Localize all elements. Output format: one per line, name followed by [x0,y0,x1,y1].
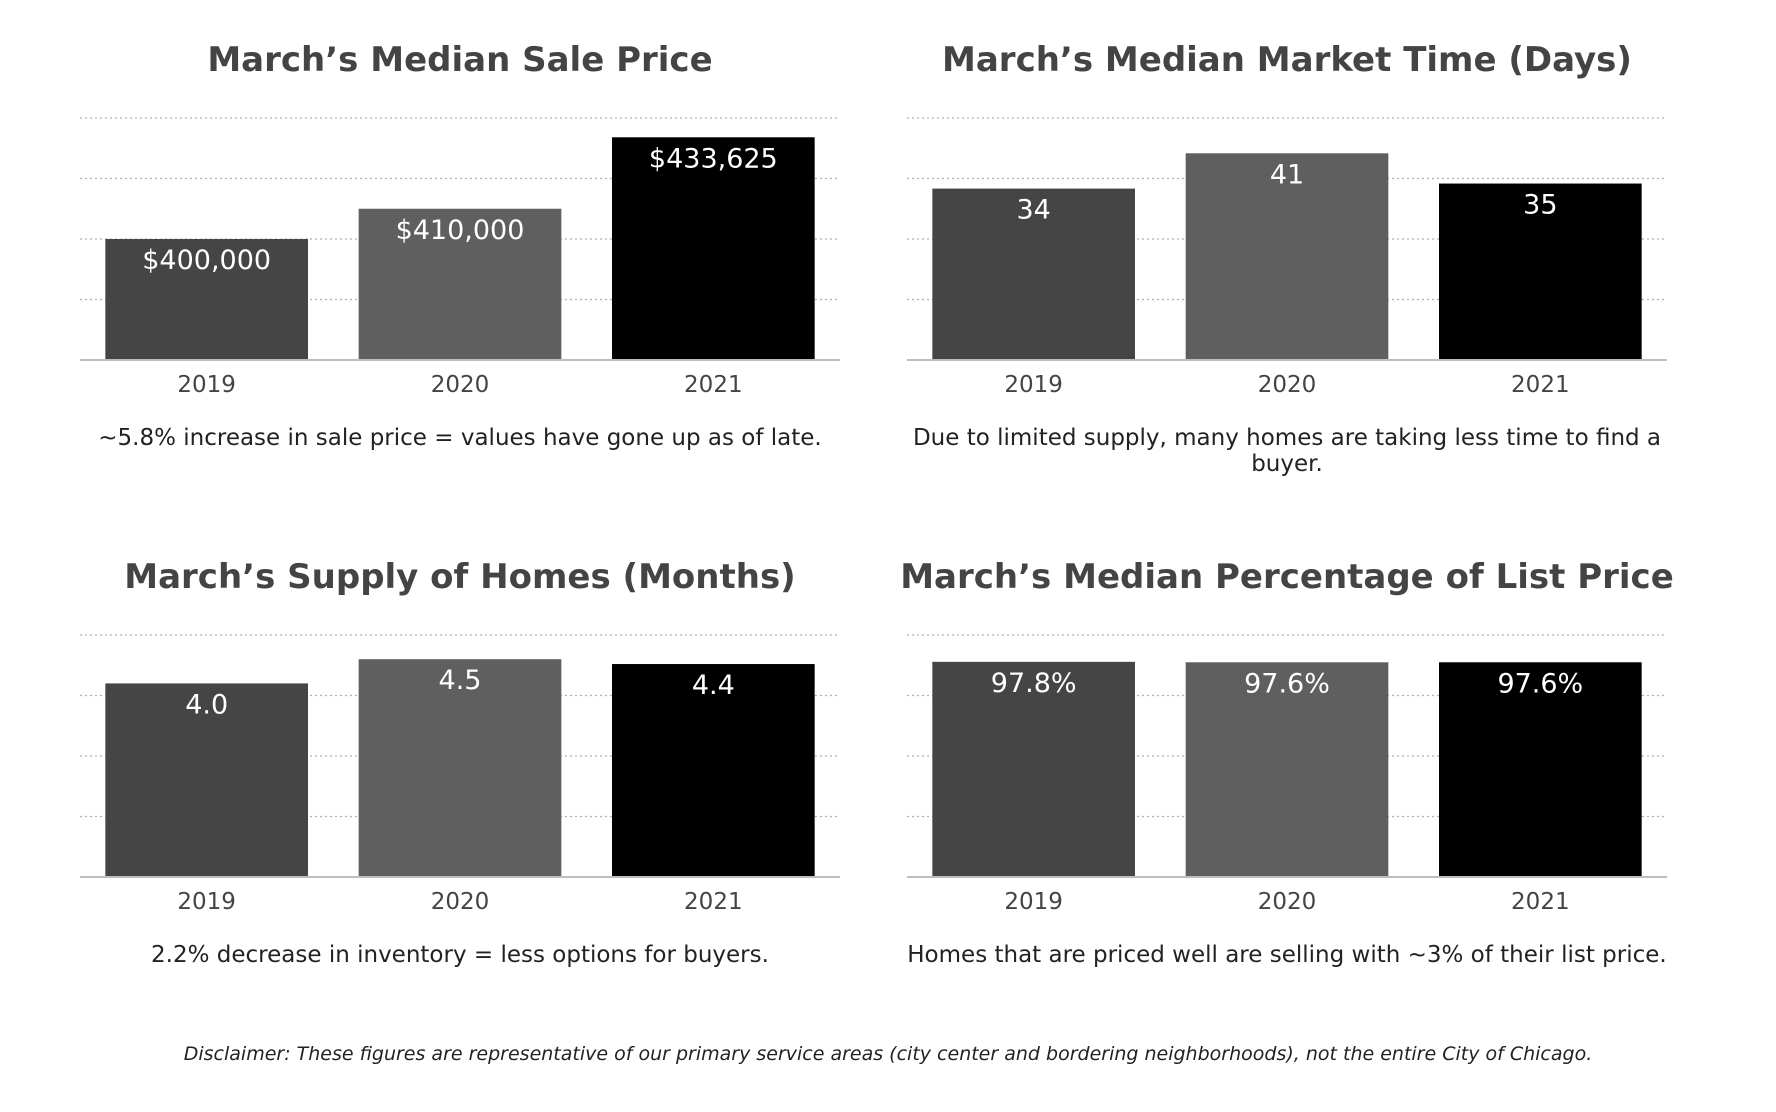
data-label: 41 [1270,159,1304,190]
bar [932,188,1135,360]
chart-caption: ~5.8% increase in sale price = values ha… [98,425,822,451]
data-label: 4.4 [692,670,735,701]
chart-title: March’s Supply of Homes (Months) [124,557,796,597]
chart-panel-market-time: March’s Median Market Time (Days) 34 2019… [887,30,1687,500]
chart-caption: Due to limited supply, many homes are ta… [912,425,1662,477]
bar [1439,183,1642,360]
chart-panel-supply: March’s Supply of Homes (Months) 4.0 2019… [60,547,860,1017]
data-label: $400,000 [142,245,271,276]
chart-svg: 34 2019 41 2020 35 2021 [907,117,1667,398]
chart-title: March’s Median Sale Price [207,40,713,80]
bar [358,659,562,877]
data-label: 97.8% [991,668,1077,699]
bar [1185,153,1389,360]
bar [1185,662,1389,877]
chart-panel-sale-price: March’s Median Sale Price $400,000 2019 $4… [60,30,860,500]
x-tick-label: 2019 [1004,889,1063,915]
x-tick-label: 2020 [431,372,490,398]
data-label: $433,625 [649,143,778,174]
bar [105,683,308,877]
chart-svg: $400,000 2019 $410,000 2020 $433,625 2021 [80,117,840,398]
data-label: $410,000 [396,215,525,246]
bar [612,664,815,877]
chart-title: March’s Median Market Time (Days) [942,40,1632,80]
x-tick-label: 2020 [431,889,490,915]
disclaimer-text: Disclaimer: These figures are representa… [183,1043,1593,1065]
data-label: 4.0 [185,689,228,720]
data-label: 35 [1523,190,1557,221]
bar [105,239,308,360]
chart-caption: 2.2% decrease in inventory = less option… [151,942,769,968]
bar [932,661,1135,877]
bar [358,208,562,360]
x-tick-label: 2021 [684,889,743,915]
data-label: 4.5 [439,665,482,696]
bar [612,137,815,360]
x-tick-label: 2021 [1511,372,1570,398]
x-tick-label: 2019 [177,372,236,398]
data-label: 97.6% [1244,668,1330,699]
x-tick-label: 2020 [1258,889,1317,915]
x-tick-label: 2019 [1004,372,1063,398]
chart-panel-list-price: March’s Median Percentage of List Price … [887,547,1687,1017]
chart-svg: 4.0 2019 4.5 2020 4.4 2021 [80,634,840,915]
x-tick-label: 2021 [684,372,743,398]
data-label: 34 [1016,195,1050,226]
x-tick-label: 2019 [177,889,236,915]
x-tick-label: 2020 [1258,372,1317,398]
chart-caption: Homes that are priced well are selling w… [907,942,1667,968]
data-label: 97.6% [1497,668,1583,699]
chart-svg: 97.8% 2019 97.6% 2020 97.6% 2021 [907,634,1667,915]
chart-title: March’s Median Percentage of List Price [900,557,1674,597]
x-tick-label: 2021 [1511,889,1570,915]
bar [1439,662,1642,877]
